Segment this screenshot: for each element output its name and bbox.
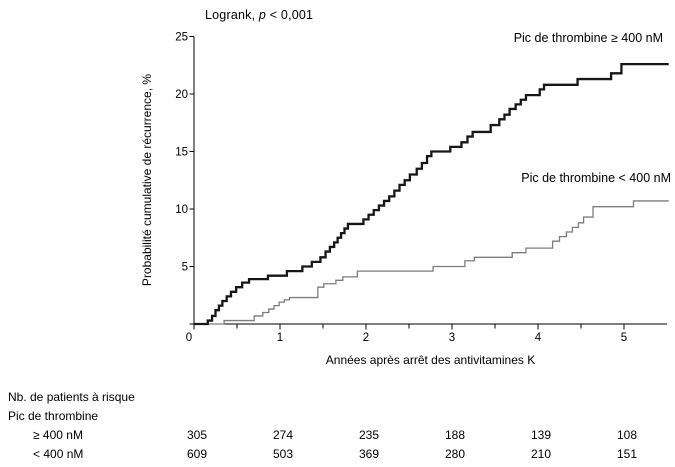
risk-table-header: Nb. de patients à risque <box>8 390 135 404</box>
risk-row-label-lt400: < 400 nM <box>33 447 84 461</box>
y-tick-label: 25 <box>175 32 188 44</box>
y-tick-label: 5 <box>182 262 188 274</box>
x-axis-title: Années après arrêt des antivitamines K <box>325 353 536 367</box>
risk-count: 210 <box>530 447 552 461</box>
curve-label-lt400: Pic de thrombine < 400 nM <box>521 171 671 185</box>
logrank-p-symbol: p <box>258 8 267 22</box>
risk-count: 609 <box>186 447 208 461</box>
logrank-annotation: Logrank, p < 0,001 <box>205 8 313 22</box>
risk-count: 503 <box>272 447 294 461</box>
risk-table-subheader: Pic de thrombine <box>8 409 99 423</box>
risk-count: 280 <box>444 447 466 461</box>
risk-count: 139 <box>530 428 552 442</box>
logrank-text-prefix: Logrank, <box>205 8 259 22</box>
x-tick-label: 0 <box>186 332 192 344</box>
chart-canvas: 0 1 2 3 4 5 5 10 15 20 25 <box>175 32 669 344</box>
risk-count: 369 <box>358 447 380 461</box>
risk-count: 151 <box>616 447 638 461</box>
curve-label-ge400: Pic de thrombine ≥ 400 nM <box>513 31 663 45</box>
curve-ge400 <box>194 62 669 326</box>
x-tick-label: 3 <box>449 332 455 344</box>
logrank-text-suffix: < 0,001 <box>266 8 314 22</box>
risk-count: 188 <box>444 428 466 442</box>
x-tick-label: 4 <box>535 332 542 344</box>
risk-count: 108 <box>616 428 638 442</box>
x-tick-label: 5 <box>621 332 627 344</box>
risk-count: 305 <box>186 428 208 442</box>
risk-count: 235 <box>358 428 380 442</box>
y-tick-label: 20 <box>175 89 188 101</box>
risk-row-label-ge400: ≥ 400 nM <box>33 428 83 442</box>
x-tick-label: 1 <box>277 332 283 344</box>
x-tick-label: 2 <box>363 332 369 344</box>
curve-lt400 <box>194 200 669 325</box>
y-tick-label: 15 <box>175 147 188 159</box>
risk-count: 274 <box>272 428 294 442</box>
y-tick-label: 10 <box>175 204 188 216</box>
